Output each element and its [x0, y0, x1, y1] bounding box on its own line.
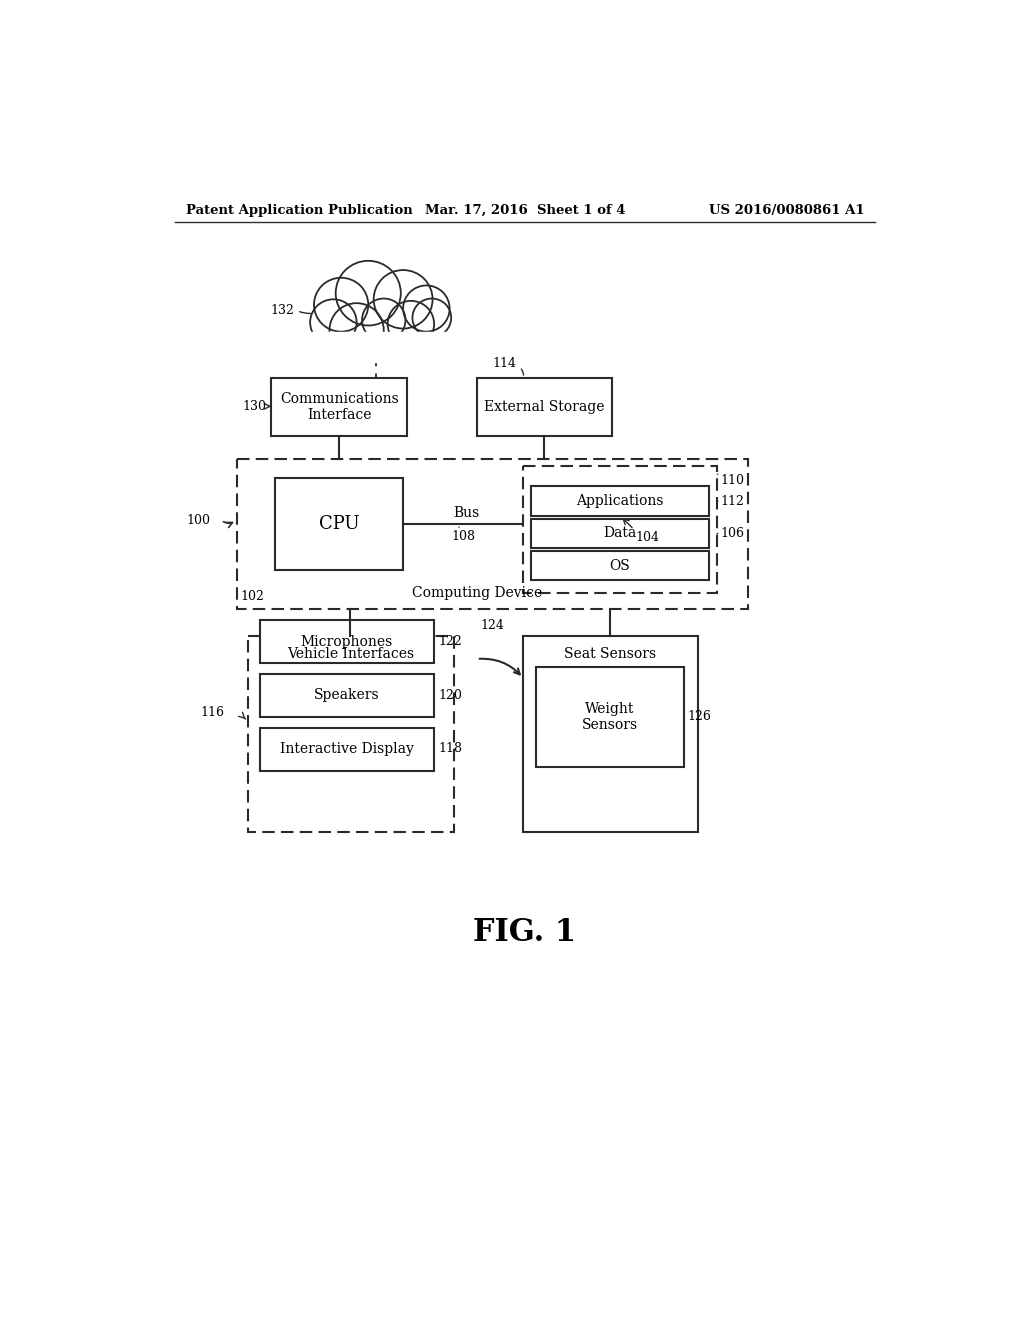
- Text: 124: 124: [480, 619, 505, 632]
- Circle shape: [388, 301, 434, 347]
- Circle shape: [403, 285, 450, 331]
- Text: OS: OS: [609, 558, 631, 573]
- Text: 120: 120: [438, 689, 462, 702]
- Text: 122: 122: [438, 635, 462, 648]
- Text: 102: 102: [241, 590, 264, 603]
- Bar: [260, 620, 434, 663]
- Text: 114: 114: [493, 358, 516, 371]
- Bar: [531, 519, 710, 548]
- Bar: [523, 636, 697, 832]
- Text: 132: 132: [270, 305, 295, 317]
- Bar: [306, 331, 445, 363]
- Text: FIG. 1: FIG. 1: [473, 917, 577, 948]
- Bar: [531, 487, 710, 516]
- Text: US 2016/0080861 A1: US 2016/0080861 A1: [709, 205, 864, 218]
- Text: 110: 110: [721, 474, 744, 487]
- Text: 116: 116: [201, 706, 225, 719]
- Circle shape: [330, 304, 384, 358]
- Bar: [523, 466, 717, 594]
- Text: 126: 126: [687, 710, 712, 723]
- Circle shape: [362, 298, 406, 342]
- Bar: [271, 378, 407, 436]
- Text: Applications: Applications: [577, 494, 664, 508]
- Text: Bus: Bus: [454, 507, 480, 520]
- Bar: [260, 675, 434, 717]
- Text: 104: 104: [636, 531, 659, 544]
- Text: Speakers: Speakers: [314, 689, 380, 702]
- Text: External Storage: External Storage: [484, 400, 605, 413]
- Bar: [531, 552, 710, 581]
- Text: 130: 130: [242, 400, 266, 413]
- Text: Mar. 17, 2016  Sheet 1 of 4: Mar. 17, 2016 Sheet 1 of 4: [425, 205, 625, 218]
- Bar: [237, 459, 748, 609]
- Text: Data: Data: [603, 527, 637, 540]
- Text: 112: 112: [721, 495, 744, 508]
- Text: 100: 100: [186, 513, 210, 527]
- Text: 106: 106: [721, 527, 744, 540]
- Text: Microphones: Microphones: [301, 635, 393, 648]
- Circle shape: [374, 271, 432, 329]
- Text: Patent Application Publication: Patent Application Publication: [186, 205, 413, 218]
- Text: Weight
Sensors: Weight Sensors: [582, 701, 638, 731]
- Circle shape: [310, 300, 356, 346]
- Bar: [477, 378, 612, 436]
- Circle shape: [336, 261, 400, 326]
- Bar: [260, 729, 434, 771]
- Circle shape: [314, 277, 369, 331]
- Text: Seat Sensors: Seat Sensors: [564, 647, 656, 660]
- Circle shape: [413, 298, 452, 337]
- Text: 118: 118: [438, 742, 462, 755]
- Bar: [275, 478, 403, 570]
- Text: Vehicle Interfaces: Vehicle Interfaces: [288, 647, 415, 660]
- Text: Communications
Interface: Communications Interface: [280, 392, 398, 422]
- Bar: [537, 667, 684, 767]
- Text: Interactive Display: Interactive Display: [280, 742, 414, 756]
- Text: CPU: CPU: [318, 515, 359, 533]
- Bar: [248, 636, 454, 832]
- Text: Computing Device: Computing Device: [412, 586, 542, 599]
- Text: 108: 108: [452, 531, 475, 544]
